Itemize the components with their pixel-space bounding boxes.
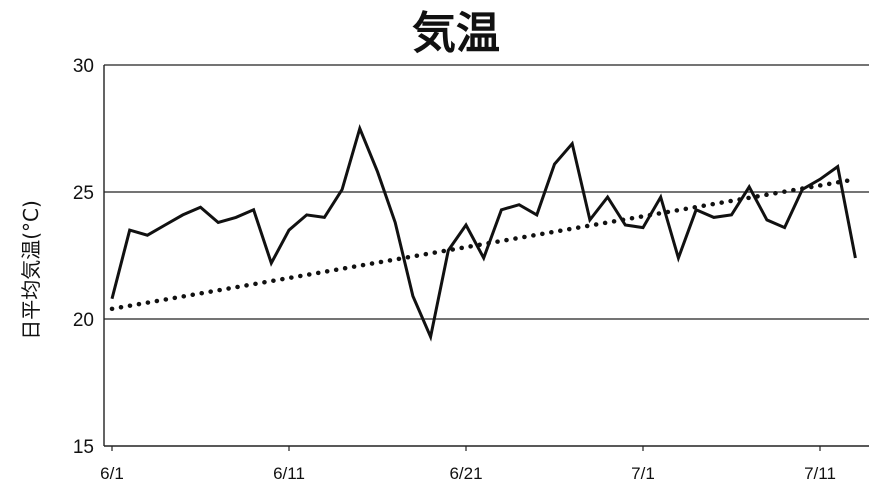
series bbox=[109, 123, 858, 342]
chart-title: 気温 bbox=[412, 8, 500, 59]
y-tick-label: 20 bbox=[73, 310, 94, 331]
x-tick-label: 6/21 bbox=[449, 464, 482, 483]
x-tick-labels: 6/1 6/11 6/21 7/1 7/11 bbox=[100, 464, 836, 483]
y-tick-labels: 15 20 25 30 bbox=[73, 56, 94, 458]
x-tick-label: 7/1 bbox=[631, 464, 655, 483]
y-tick-label: 30 bbox=[73, 56, 94, 77]
y-axis-label: 日平均気温(°C) bbox=[19, 200, 43, 340]
x-tick-label: 7/11 bbox=[804, 464, 836, 483]
y-tick-label: 25 bbox=[73, 183, 94, 204]
series-line-trend bbox=[109, 177, 858, 312]
axes bbox=[103, 65, 869, 451]
series-line-daily-temperature bbox=[110, 123, 857, 342]
y-tick-label: 15 bbox=[73, 437, 94, 458]
gridlines bbox=[104, 64, 869, 320]
x-tick-label: 6/11 bbox=[273, 464, 305, 483]
x-tick-label: 6/1 bbox=[100, 464, 124, 483]
